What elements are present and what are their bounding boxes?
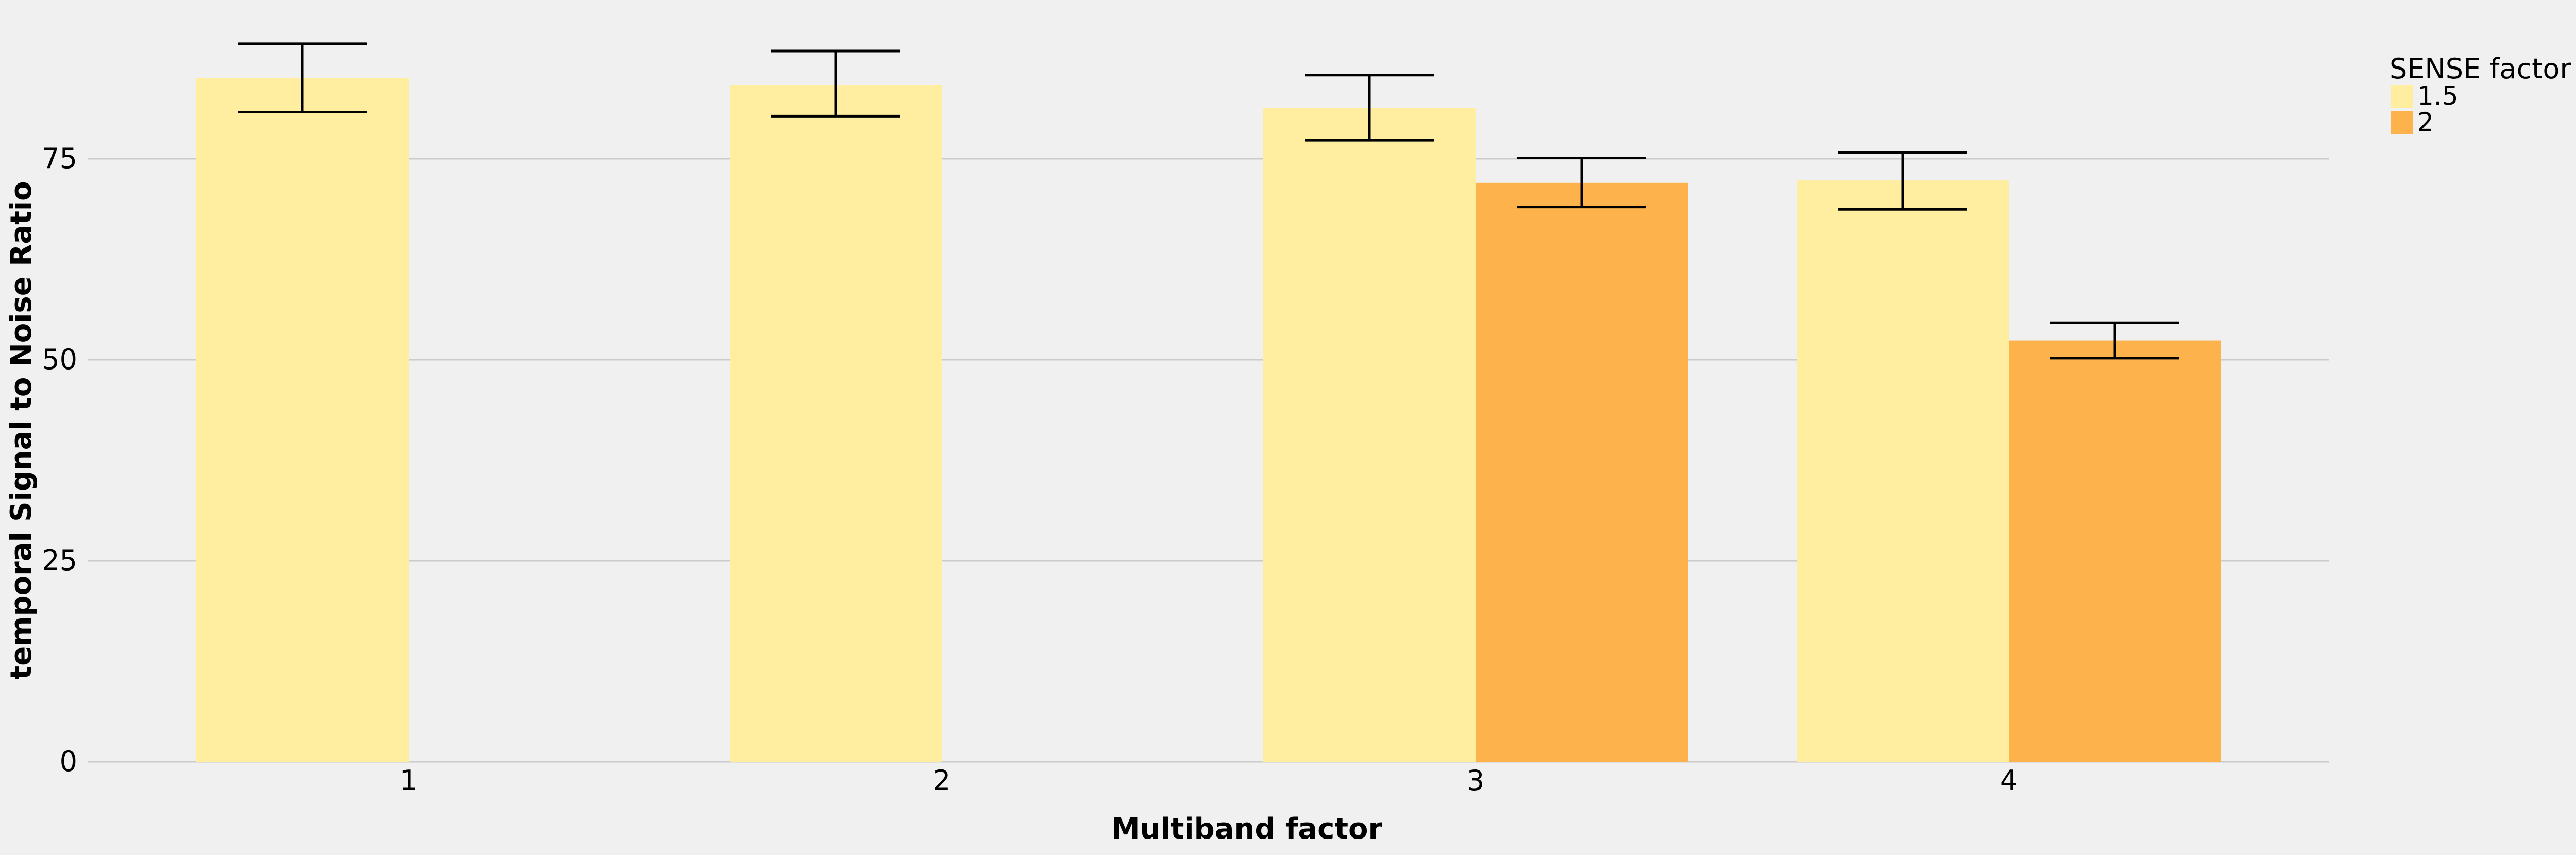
x-tick-label: 1: [400, 764, 417, 797]
y-tick-label: 0: [60, 745, 77, 778]
error-bar-mb2-sense-1-5: [771, 49, 900, 118]
error-bars: [238, 42, 2179, 360]
error-bar-mb1-sense-1-5: [238, 42, 367, 114]
y-tick-labels: 0 25 50 75: [42, 142, 77, 778]
y-tick-label: 50: [42, 343, 77, 376]
x-tick-label: 4: [2000, 764, 2018, 797]
bar-mb4-sense-1-5: [1797, 180, 2009, 762]
bar-mb3-sense-2: [1476, 182, 1688, 762]
x-tick-label: 3: [1467, 764, 1484, 797]
x-axis-title: Multiband factor: [1111, 812, 1383, 846]
legend-label-1-5: 1.5: [2417, 81, 2459, 111]
bar-mb3-sense-1-5: [1263, 108, 1476, 762]
legend: SENSE factor 1.5 2: [2389, 53, 2571, 137]
bars: [196, 78, 2221, 762]
error-bar-mb3-sense-2: [1517, 156, 1646, 209]
legend-label-2: 2: [2417, 107, 2434, 137]
bar-mb2-sense-1-5: [730, 85, 942, 762]
y-tick-label: 75: [42, 142, 77, 175]
bar-mb1-sense-1-5: [196, 78, 409, 762]
bar-mb4-sense-2: [2009, 340, 2221, 762]
error-bar-mb4-sense-1-5: [1838, 151, 1967, 211]
error-bar-mb3-sense-1-5: [1305, 74, 1434, 142]
y-axis-title: temporal Signal to Noise Ratio: [5, 181, 38, 679]
legend-swatch-1-5: [2391, 85, 2413, 108]
legend-title: SENSE factor: [2389, 53, 2571, 85]
error-bar-mb4-sense-2: [2050, 321, 2179, 360]
x-tick-label: 2: [933, 764, 951, 797]
x-tick-labels: 1 2 3 4: [400, 764, 2018, 797]
y-tick-label: 25: [42, 544, 77, 577]
legend-swatch-2: [2391, 111, 2413, 134]
